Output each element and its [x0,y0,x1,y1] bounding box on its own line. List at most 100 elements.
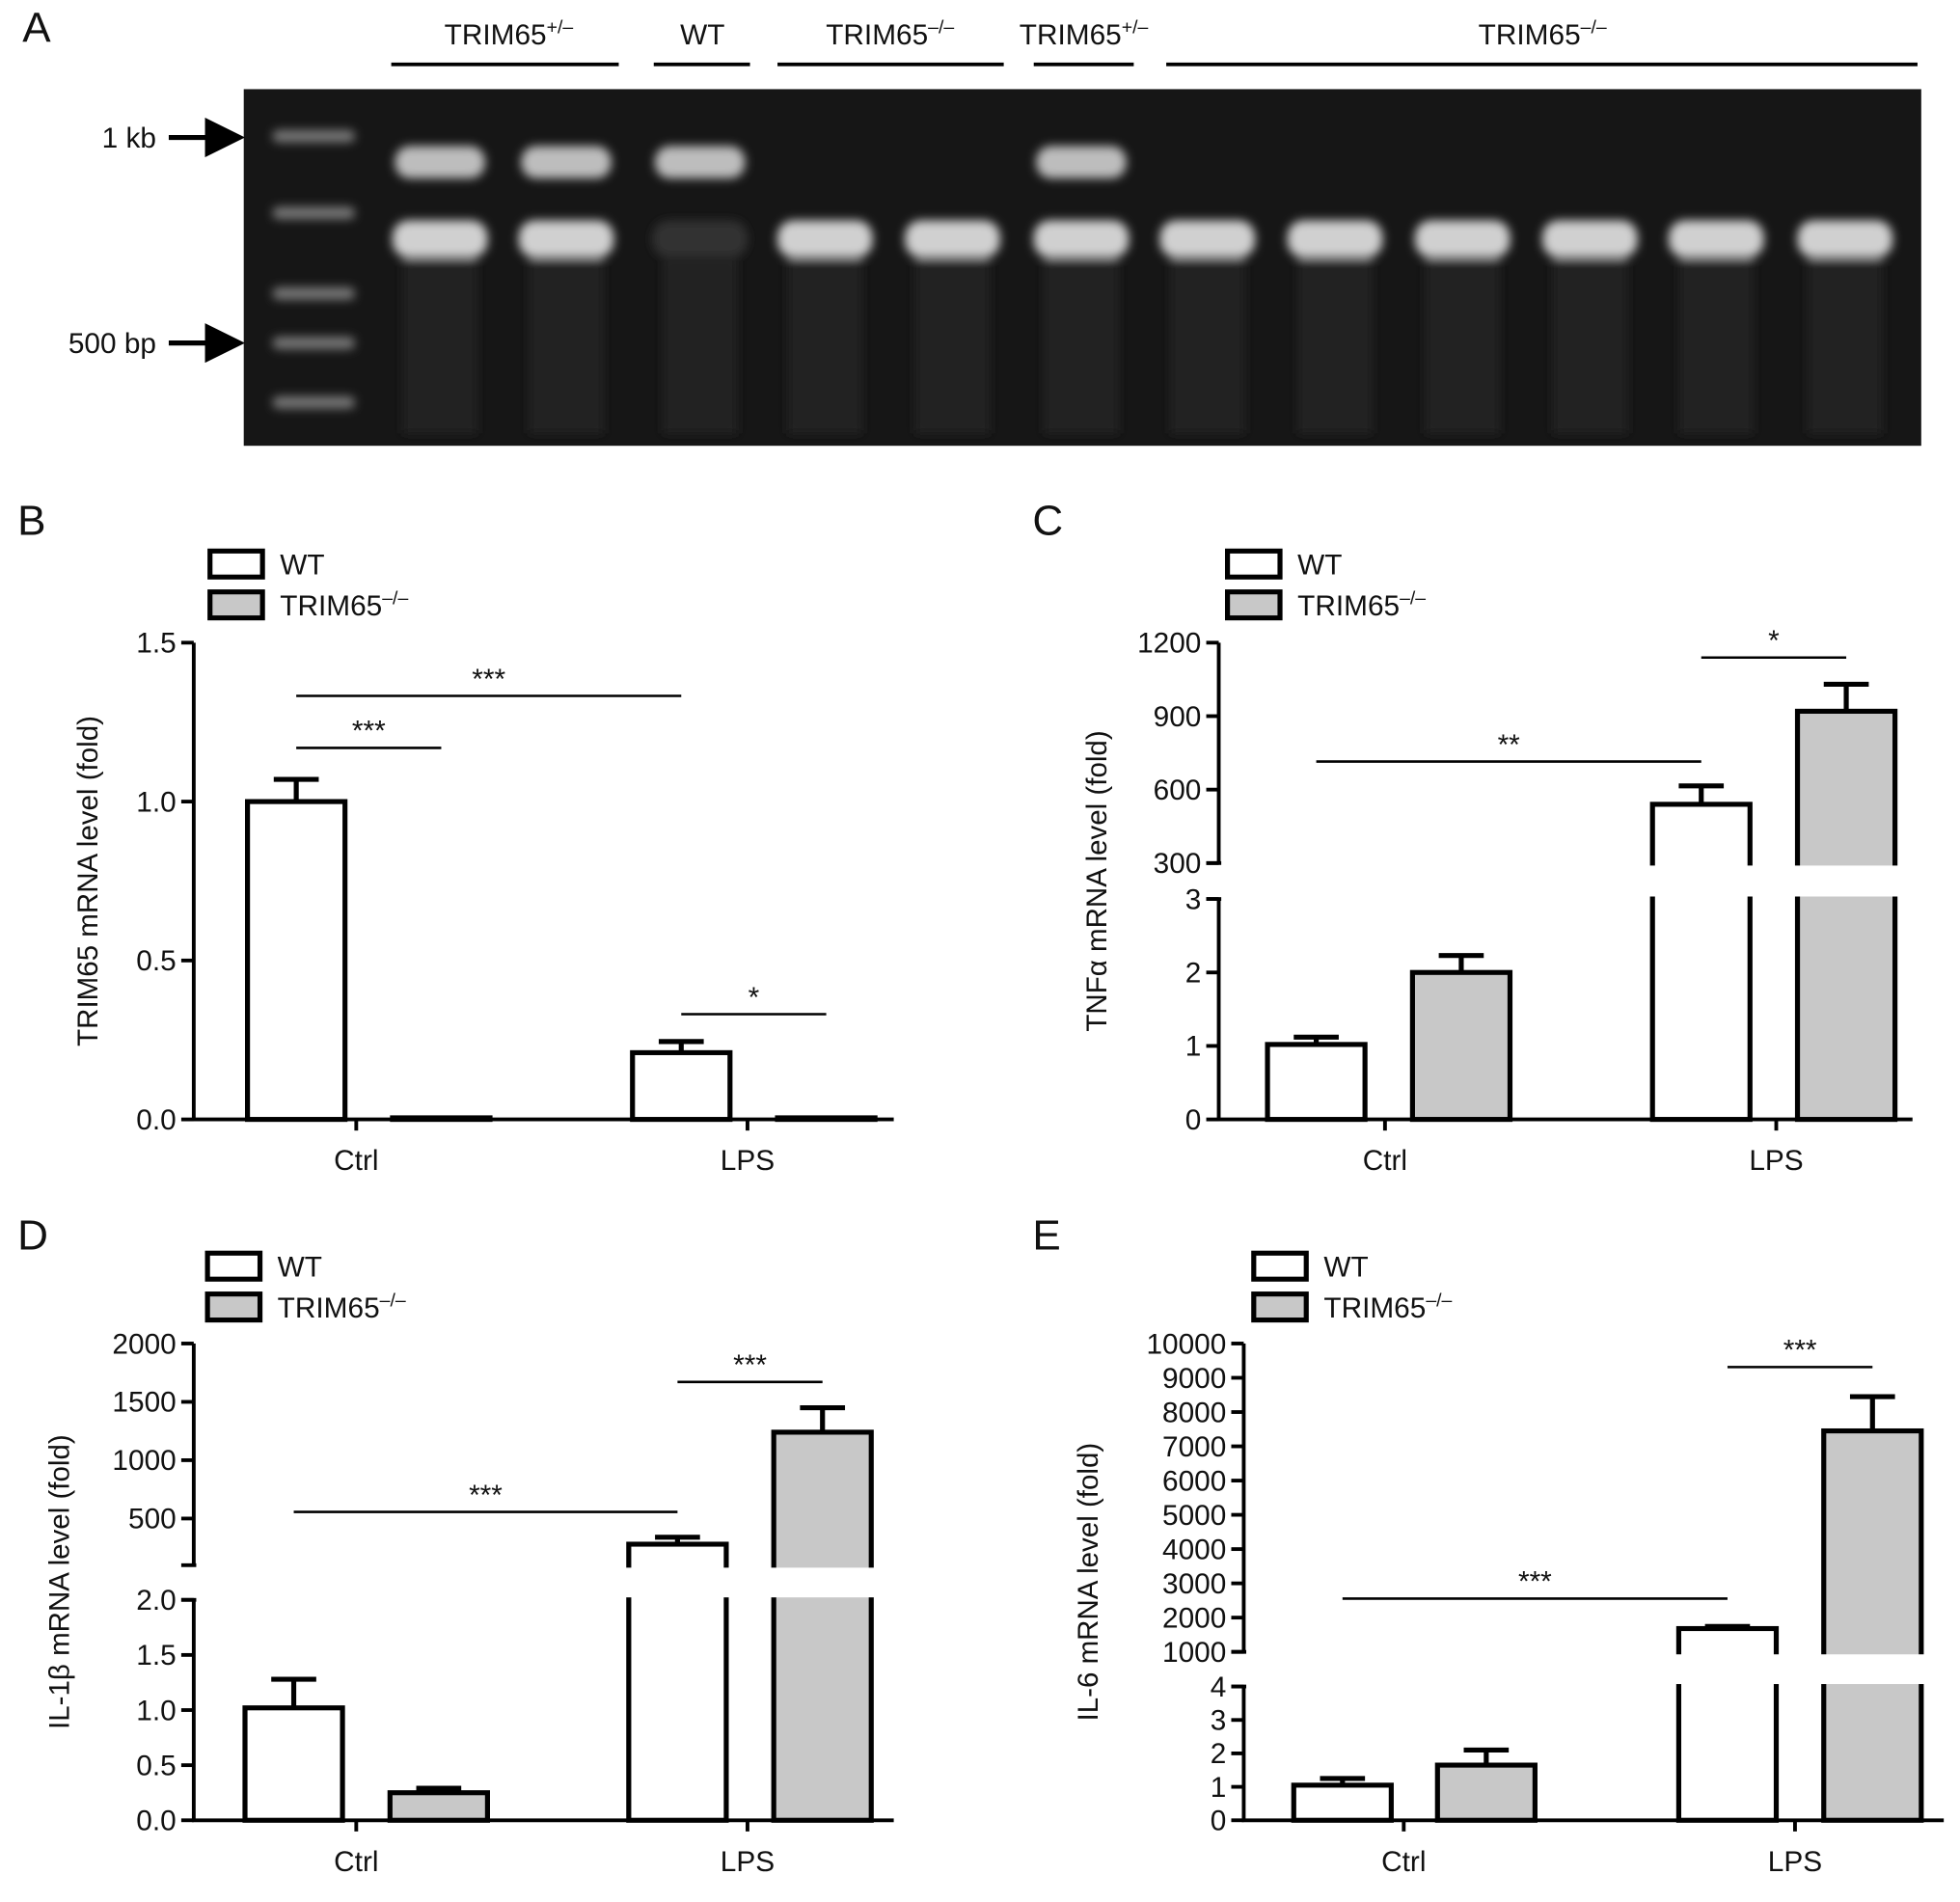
error-bar [1438,953,1484,973]
axis-break-gap [1247,1654,1948,1685]
panel-label: E [1032,1212,1060,1260]
y-tick-label: 2.0 [136,1585,176,1617]
y-axis-label: IL-6 mRNA level (fold) [1073,1443,1104,1722]
panel-label: C [1032,498,1063,545]
y-tick-label: 8000 [1162,1397,1226,1428]
group-label: TRIM65+/– [1020,17,1149,51]
gel-smear [1297,259,1373,434]
ladder-band [272,286,356,300]
error-bar [1293,1034,1339,1045]
legend-label: WT [1297,550,1342,582]
significance-label: *** [733,1349,767,1381]
y-tick-label: 2 [1185,958,1202,990]
ladder-band [272,395,356,409]
legend-swatch [204,1250,263,1282]
legend-swatch [1251,1250,1309,1282]
significance-label: * [749,982,760,1014]
gel-smear [1552,259,1628,434]
y-axis-label: IL-1β mRNA level (fold) [43,1434,75,1729]
error-bar [273,776,319,802]
marker-label: 1 kb [102,122,156,154]
y-tick-label: 0.5 [136,1751,176,1782]
legend-label: TRIM65–/– [280,588,408,622]
axis-break-gap [197,1567,898,1598]
gel-band [1033,220,1130,258]
x-tick-label: Ctrl [334,1145,378,1177]
bar [771,1429,874,1823]
y-tick-label: 1000 [1162,1637,1226,1669]
y-tick-label: 0 [1211,1806,1227,1837]
group-label: TRIM65+/– [445,17,574,51]
legend-label: WT [280,550,324,582]
legend-swatch [1251,1291,1309,1323]
bar [1265,1042,1368,1123]
gel-band [652,220,748,258]
significance-label: *** [1518,1566,1552,1598]
gel-smear [402,259,478,434]
gel-bands [272,129,1893,434]
group-label: TRIM65–/– [826,17,954,51]
error-bar [1849,1394,1895,1431]
legend-label: WT [278,1252,322,1284]
legend-label: WT [1323,1252,1368,1284]
bar [630,1049,733,1123]
legend-swatch [207,589,265,621]
error-bar [271,1676,316,1708]
error-bar [1704,1623,1751,1629]
significance-label: *** [1783,1335,1817,1367]
legend-swatch [1225,548,1283,580]
y-tick-label: 0.5 [136,945,176,977]
error-bar [655,1535,700,1545]
x-tick-label: LPS [1749,1145,1803,1177]
error-bar [1823,681,1869,712]
legend-label: TRIM65–/– [278,1291,406,1324]
y-tick-label: 1500 [112,1387,176,1419]
y-tick-label: 1.0 [136,786,176,818]
axis-break-gap [1222,865,1917,897]
error-bar [800,1404,846,1432]
error-bar [1678,783,1725,804]
gel-band [655,146,746,178]
bar [245,799,348,1123]
gel-smear [662,259,738,434]
legend-swatch [1225,589,1283,621]
y-tick-label: 300 [1154,848,1202,880]
y-tick-label: 0 [1185,1104,1202,1136]
bar [1794,708,1898,1123]
x-tick-label: Ctrl [334,1846,378,1878]
legend-label: TRIM65–/– [1297,588,1426,622]
x-tick-label: LPS [721,1846,775,1878]
y-axis-label: TNFα mRNA level (fold) [1081,730,1113,1031]
bar [1409,969,1513,1123]
y-tick-label: 1200 [1137,628,1201,660]
ladder-band [272,337,356,350]
y-tick-label: 9000 [1162,1363,1226,1395]
significance-label: ** [1498,729,1521,761]
x-tick-label: LPS [1768,1846,1822,1878]
y-tick-label: 1.5 [136,628,176,660]
y-tick-label: 3 [1185,883,1202,915]
panel-label: A [22,5,51,52]
group-label: TRIM65–/– [1479,17,1607,51]
y-axis-label: TRIM65 mRNA level (fold) [72,716,104,1046]
ladder-band [272,206,356,220]
gel-smear [1044,259,1119,434]
y-tick-label: 6000 [1162,1465,1226,1497]
bar [1434,1762,1538,1823]
y-tick-label: 2000 [112,1328,176,1360]
y-tick-label: 3 [1211,1705,1227,1737]
y-tick-label: 7000 [1162,1431,1226,1463]
bar [1649,802,1753,1123]
y-tick-label: 1000 [112,1445,176,1477]
y-tick-label: 600 [1154,774,1202,806]
bar [1821,1427,1924,1823]
gel-band [1542,220,1638,258]
y-tick-label: 1.5 [136,1640,176,1671]
marker-label: 500 bp [68,328,156,360]
gel-smear [787,259,863,434]
gel-band [1287,220,1383,258]
y-tick-label: 1.0 [136,1695,176,1726]
gel-band [1669,220,1764,258]
